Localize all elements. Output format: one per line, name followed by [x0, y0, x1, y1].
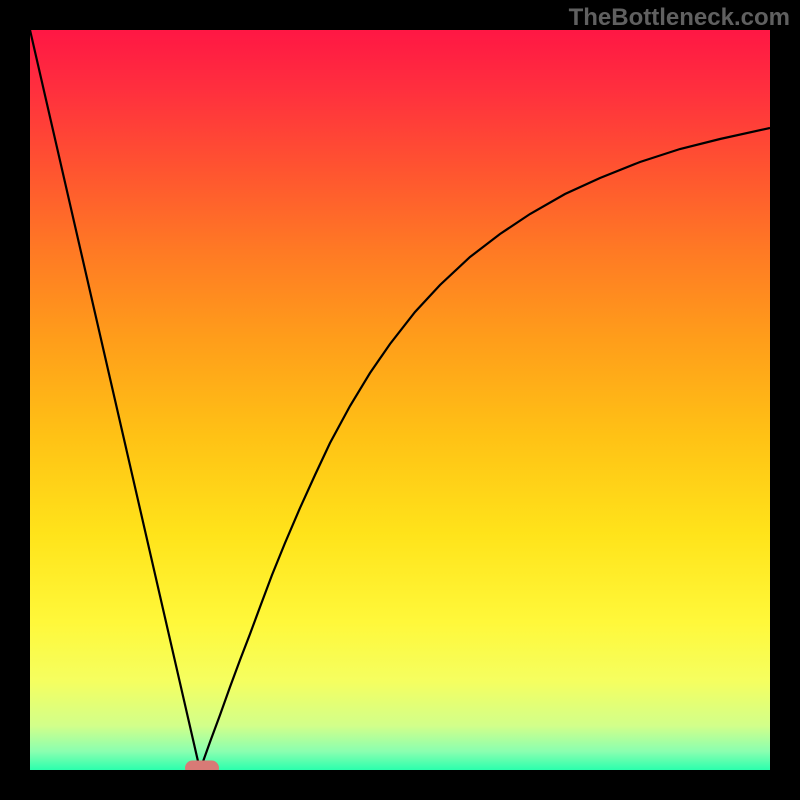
chart-container: TheBottleneck.com [0, 0, 800, 800]
watermark-text: TheBottleneck.com [569, 4, 790, 32]
plot-frame [0, 0, 800, 800]
